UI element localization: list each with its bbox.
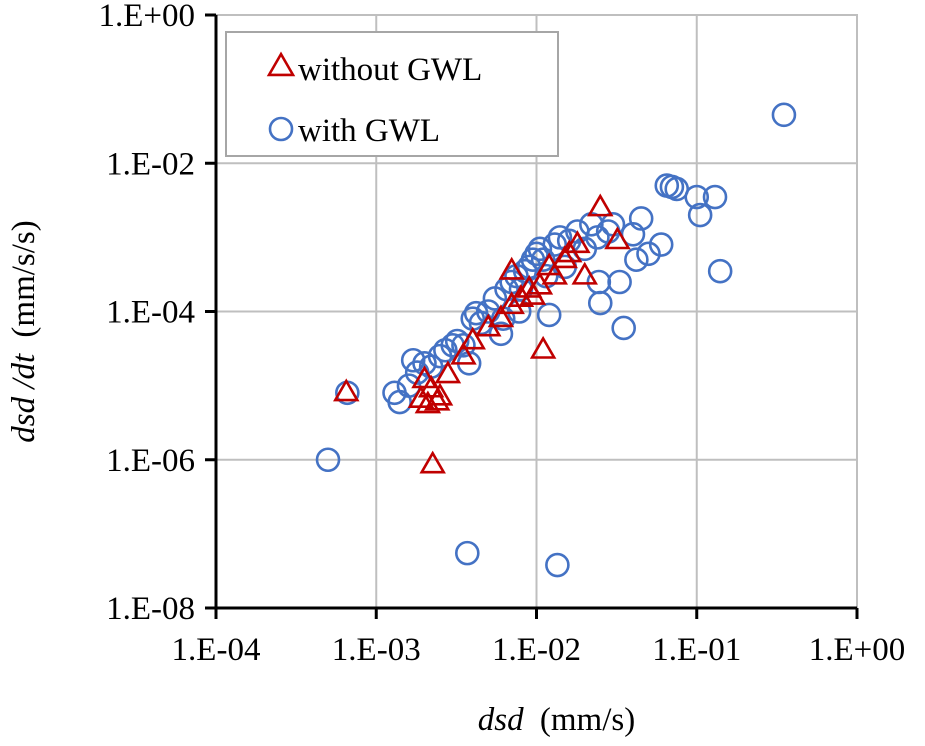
data-point-with-gwl	[315, 447, 341, 473]
data-point-without-gwl	[587, 193, 614, 217]
data-point-with-gwl	[587, 290, 613, 316]
y-tick-label: 1.E-06	[106, 443, 195, 479]
y-tick-label: 1.E+00	[98, 0, 195, 34]
data-point-without-gwl	[333, 378, 360, 402]
data-point-without-gwl	[419, 450, 446, 474]
legend-circle-marker	[268, 116, 294, 142]
data-point-with-gwl	[702, 184, 728, 210]
y-tick-label: 1.E-02	[106, 146, 195, 182]
data-point-with-gwl	[648, 232, 674, 257]
data-point-without-gwl	[434, 360, 462, 384]
data-point-with-gwl	[396, 373, 422, 398]
data-point-with-gwl	[444, 328, 470, 354]
data-point-with-gwl	[400, 347, 426, 373]
data-point-without-gwl	[529, 335, 557, 359]
data-point-with-gwl	[684, 184, 710, 210]
data-point-with-gwl	[611, 315, 636, 341]
data-point-without-gwl	[541, 261, 569, 285]
x-tick-labels: 1.E-04 1.E-03 1.E-02 1.E-01 1.E+00	[172, 632, 906, 668]
data-point-with-gwl	[607, 269, 632, 295]
x-axis-unit: (mm/s)	[540, 702, 635, 738]
data-point-without-gwl	[498, 256, 525, 280]
data-point-with-gwl	[527, 236, 553, 262]
data-point-without-gwl	[426, 382, 454, 406]
legend-triangle-marker	[266, 51, 296, 77]
x-tick-label: 1.E-03	[332, 632, 421, 668]
data-point-with-gwl	[451, 332, 476, 358]
x-axis-title: dsd (mm/s)	[478, 702, 635, 738]
data-point-without-gwl	[604, 226, 631, 250]
axes	[205, 13, 859, 619]
data-point-with-gwl	[488, 321, 514, 347]
data-point-with-gwl	[687, 202, 713, 228]
data-point-with-gwl	[628, 206, 654, 231]
x-axis-var: dsd	[478, 702, 524, 738]
data-point-without-gwl	[555, 239, 583, 263]
y-axis-title: dsd /dt (mm/s/s)	[6, 220, 42, 443]
data-point-with-gwl	[455, 540, 480, 566]
data-point-with-gwl	[771, 102, 797, 128]
data-point-without-gwl	[411, 365, 438, 389]
x-tick-label: 1.E-01	[652, 632, 741, 668]
y-tick-label: 1.E-08	[106, 591, 195, 627]
x-tick-label: 1.E+00	[809, 632, 906, 668]
y-axis-unit: (mm/s/s)	[6, 220, 42, 337]
data-point-without-gwl	[571, 261, 598, 285]
legend-label-without-gwl: without GWL	[298, 52, 482, 88]
x-tick-label: 1.E-04	[172, 632, 261, 668]
legend-label-with-gwl: with GWL	[298, 113, 440, 149]
legend: without GWL with GWL	[225, 31, 559, 157]
data-point-with-gwl	[545, 552, 570, 578]
data-point-with-gwl	[530, 247, 556, 272]
data-point-without-gwl	[498, 291, 525, 315]
data-point-with-gwl	[624, 247, 649, 272]
x-tick-label: 1.E-02	[492, 632, 581, 668]
data-point-without-gwl	[564, 230, 591, 254]
y-axis-var: dsd /dt	[6, 353, 42, 443]
data-point-without-gwl	[450, 341, 477, 365]
data-point-without-gwl	[459, 326, 486, 350]
data-point-with-gwl	[536, 302, 562, 328]
data-point-without-gwl	[414, 390, 442, 414]
y-tick-label: 1.E-04	[106, 295, 195, 331]
data-point-without-gwl	[487, 304, 515, 328]
data-point-with-gwl	[636, 241, 661, 267]
y-tick-labels: 1.E+00 1.E-02 1.E-04 1.E-06 1.E-08	[98, 0, 195, 627]
data-point-with-gwl	[707, 258, 733, 284]
data-points	[315, 102, 797, 578]
data-point-with-gwl	[542, 232, 568, 257]
